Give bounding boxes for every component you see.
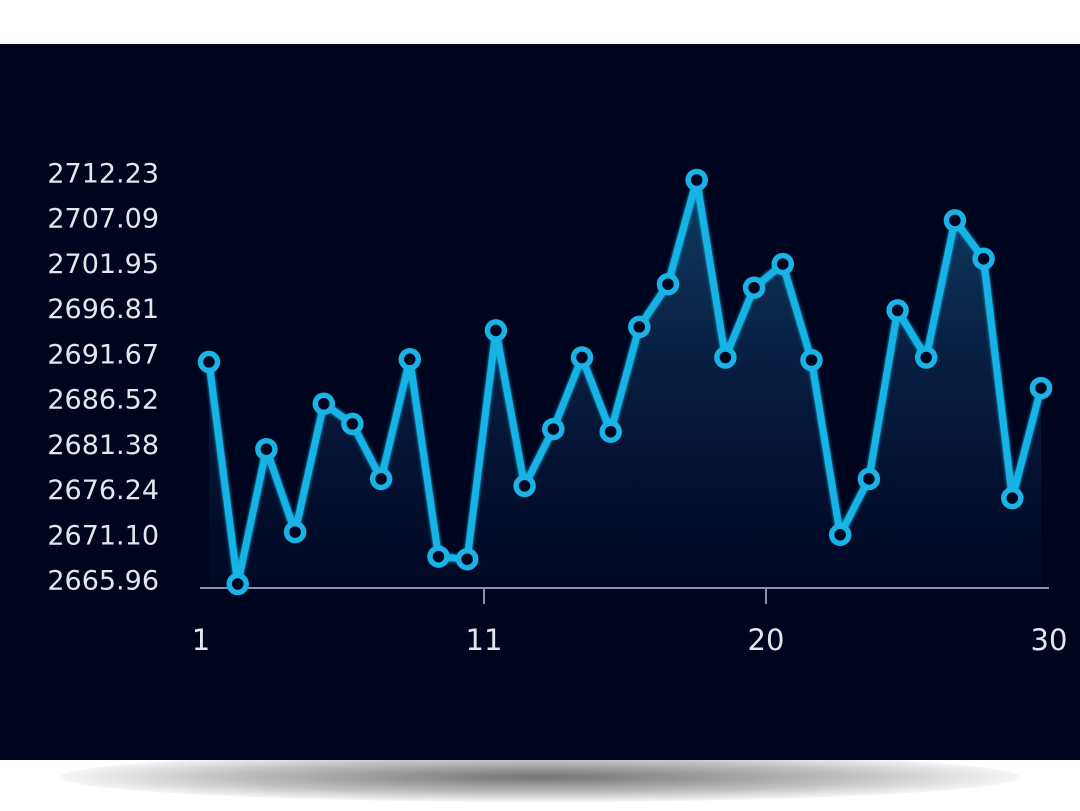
x-tick-label: 11 (466, 623, 503, 657)
data-point (800, 348, 823, 372)
y-tick-label: 2676.24 (47, 475, 159, 506)
data-point (570, 346, 594, 369)
data-point (369, 467, 393, 491)
data-point (886, 299, 909, 322)
data-point (341, 412, 364, 436)
y-tick-label: 2701.95 (47, 249, 159, 280)
data-point (197, 350, 221, 374)
data-point (628, 315, 651, 339)
data-point (972, 247, 995, 271)
x-tick-label: 30 (1031, 623, 1068, 657)
data-point (513, 474, 536, 498)
y-tick-label: 2681.38 (47, 430, 159, 461)
data-point (398, 348, 422, 371)
data-point (255, 437, 278, 461)
data-point (714, 346, 737, 369)
axis-layer (200, 587, 1049, 604)
data-point (914, 346, 938, 369)
data-point (742, 276, 766, 299)
data-point (312, 392, 336, 416)
y-tick-labels: 2712.23 2707.09 2701.95 2696.81 2691.67 2686.… (47, 159, 159, 597)
y-tick-label: 2696.81 (47, 294, 159, 325)
x-tick-labels: 1 11 20 30 (192, 623, 1068, 657)
data-point (943, 209, 967, 232)
data-point (542, 417, 565, 441)
data-point (1029, 376, 1053, 400)
x-tick-label: 20 (748, 623, 785, 657)
data-point (427, 545, 450, 568)
y-tick-label: 2707.09 (47, 204, 159, 235)
data-point (685, 168, 708, 192)
y-tick-label: 2686.52 (47, 385, 159, 416)
data-point (599, 420, 622, 443)
y-tick-label: 2665.96 (47, 566, 159, 597)
data-point (484, 319, 508, 342)
y-tick-label: 2691.67 (47, 339, 159, 370)
point-layer (197, 168, 1053, 596)
data-point (1001, 486, 1024, 510)
data-point (283, 520, 307, 544)
x-tick-label: 1 (192, 623, 210, 657)
y-tick-label: 2712.23 (47, 159, 159, 190)
data-point (771, 252, 795, 276)
data-point (828, 523, 852, 547)
data-point (656, 272, 680, 296)
y-tick-label: 2671.10 (47, 520, 159, 551)
data-point (857, 467, 881, 491)
data-point (455, 547, 479, 571)
panel-shadow (60, 752, 1020, 802)
data-point (226, 572, 249, 596)
